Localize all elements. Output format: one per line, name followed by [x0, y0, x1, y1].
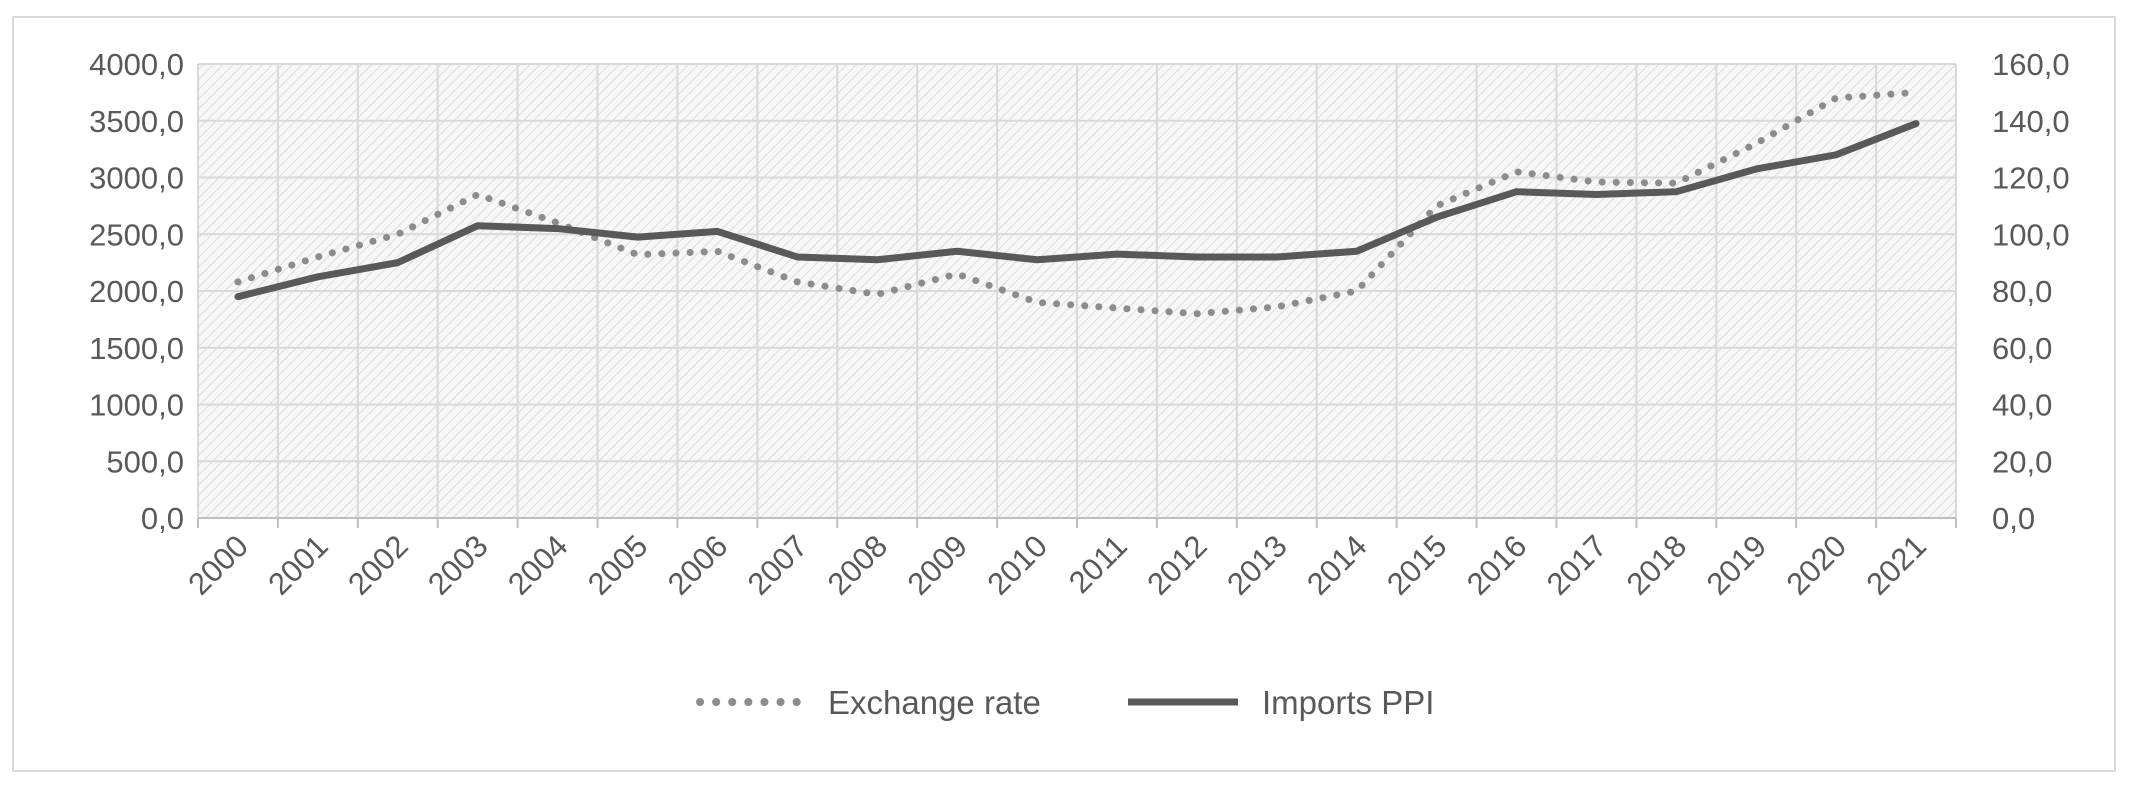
- left-axis-ticks: 0,0 500,0 1000,0 1500,0 2000,0 2500,0 3000,0 35…: [89, 47, 184, 536]
- x-tick-label: 2016: [1460, 528, 1534, 602]
- y-left-tick-label: 500,0: [106, 444, 184, 479]
- y-right-tick-label: 20,0: [1992, 444, 2052, 479]
- x-tick-label: 2001: [261, 528, 335, 602]
- x-tick-label: 2007: [741, 528, 815, 602]
- x-tick-label: 2009: [901, 528, 975, 602]
- x-tick-label: 2010: [980, 528, 1054, 602]
- legend-label-imports-ppi: Imports PPI: [1262, 684, 1434, 721]
- x-tick-label: 2021: [1859, 528, 1933, 602]
- x-tick-label: 2006: [661, 528, 735, 602]
- x-tick-label: 2012: [1140, 528, 1214, 602]
- y-right-tick-label: 80,0: [1992, 274, 2052, 309]
- y-left-tick-label: 0,0: [141, 501, 184, 536]
- right-axis-ticks: 0,0 20,0 40,0 60,0 80,0 100,0 120,0 140,0 160,0: [1992, 47, 2070, 536]
- x-tick-label: 2002: [341, 528, 415, 602]
- x-tick-label: 2015: [1380, 528, 1454, 602]
- y-right-tick-label: 140,0: [1992, 104, 2070, 139]
- x-tick-label: 2005: [581, 528, 655, 602]
- grid-lines: [197, 63, 1957, 519]
- x-tick-label: 2014: [1300, 528, 1374, 602]
- y-right-tick-label: 40,0: [1992, 388, 2052, 423]
- y-left-tick-label: 4000,0: [89, 47, 184, 82]
- x-axis-ticks: 2000 2001 2002 2003 2004 2005 2006 2007 2008 2009…: [181, 528, 1933, 602]
- x-tick-label: 2000: [181, 528, 255, 602]
- y-left-tick-label: 3500,0: [89, 104, 184, 139]
- x-tick-label: 2018: [1620, 528, 1694, 602]
- x-tick-label: 2017: [1540, 528, 1614, 602]
- x-tick-label: 2011: [1062, 528, 1134, 600]
- y-right-tick-label: 0,0: [1992, 501, 2035, 536]
- y-left-tick-label: 1500,0: [89, 331, 184, 366]
- x-tick-label: 2020: [1780, 528, 1854, 602]
- x-tick-label: 2019: [1700, 528, 1774, 602]
- y-left-tick-label: 2000,0: [89, 274, 184, 309]
- y-right-tick-label: 120,0: [1992, 161, 2070, 196]
- y-right-tick-label: 60,0: [1992, 331, 2052, 366]
- y-left-tick-label: 1000,0: [89, 388, 184, 423]
- series-layer: [234, 88, 1920, 318]
- series-line-imports-ppi: [234, 120, 1920, 301]
- x-tick-label: 2004: [501, 528, 575, 602]
- x-tick-label: 2003: [421, 528, 495, 602]
- y-left-tick-label: 3000,0: [89, 161, 184, 196]
- x-tick-label: 2008: [821, 528, 895, 602]
- y-right-tick-label: 100,0: [1992, 217, 2070, 252]
- y-right-tick-label: 160,0: [1992, 47, 2070, 82]
- y-left-tick-label: 2500,0: [89, 217, 184, 252]
- legend-label-exchange-rate: Exchange rate: [828, 684, 1041, 721]
- axes: [197, 517, 1957, 528]
- x-tick-label: 2013: [1220, 528, 1294, 602]
- series-line-exchange-rate: [234, 88, 1920, 318]
- legend: Exchange rate Imports PPI: [696, 684, 1434, 721]
